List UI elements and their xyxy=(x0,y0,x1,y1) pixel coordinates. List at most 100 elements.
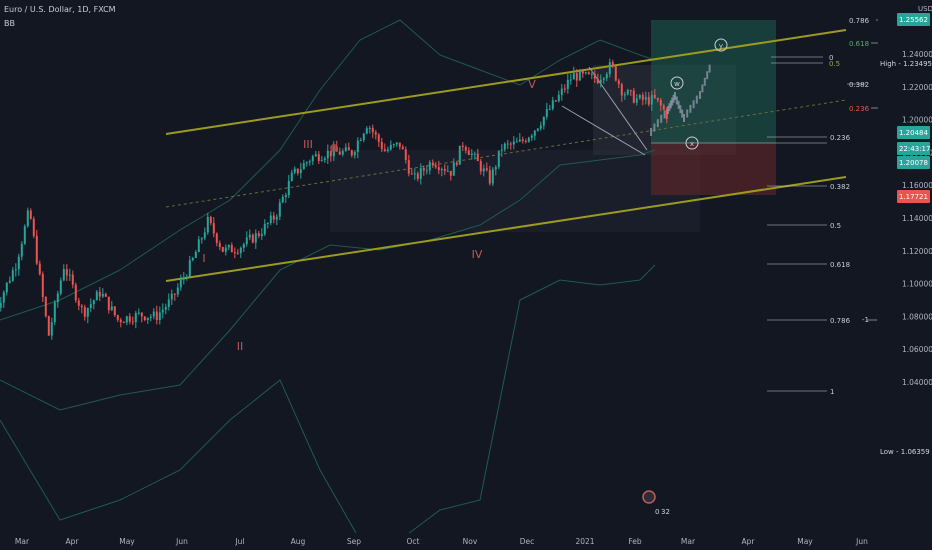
last-price-tag-bg xyxy=(897,126,930,139)
candle xyxy=(254,233,257,243)
candle xyxy=(305,162,308,164)
candle xyxy=(173,293,176,295)
price-tick: 1.14000 xyxy=(902,214,932,223)
price-channel xyxy=(165,29,847,282)
candle xyxy=(437,167,440,171)
projection-bar xyxy=(669,100,672,109)
candle xyxy=(464,146,467,151)
price-tick: 1.12000 xyxy=(902,247,932,256)
candle xyxy=(368,127,371,129)
candle xyxy=(503,143,506,150)
candle xyxy=(605,74,608,79)
candle xyxy=(476,153,479,162)
projection-bar xyxy=(650,128,652,136)
candle xyxy=(458,145,461,165)
candle xyxy=(479,161,482,172)
candle xyxy=(86,308,89,317)
wave-label: IV xyxy=(472,248,483,261)
candle xyxy=(596,78,599,84)
candle xyxy=(572,73,575,80)
candle xyxy=(104,293,107,297)
wave-label: I xyxy=(202,252,205,265)
candle xyxy=(284,195,287,197)
candle xyxy=(245,237,248,245)
projection-bar xyxy=(672,94,675,103)
stop-tag-bg xyxy=(897,190,930,203)
candle xyxy=(533,130,536,136)
candle xyxy=(206,216,209,233)
candle xyxy=(416,173,419,179)
projection-circle xyxy=(714,38,728,52)
candle xyxy=(374,132,377,135)
projection-bar xyxy=(683,114,685,122)
candle xyxy=(515,141,518,143)
candle xyxy=(233,252,236,254)
candle xyxy=(629,90,632,92)
candle xyxy=(323,158,326,161)
projection-bar xyxy=(695,95,698,104)
candle xyxy=(71,274,74,285)
candle xyxy=(161,309,164,313)
candle xyxy=(113,306,116,316)
channel-lower xyxy=(165,176,847,282)
time-tick: Jun xyxy=(855,537,868,546)
candle xyxy=(353,151,356,156)
candle xyxy=(512,141,515,145)
projection-bar xyxy=(679,105,682,114)
candle xyxy=(545,109,548,117)
fib-lower-label: 0.236 xyxy=(830,134,851,142)
time-tick: Sep xyxy=(347,537,361,546)
last-price-tag: 1.20484 xyxy=(899,129,928,137)
wave-label: II xyxy=(237,340,244,353)
candle xyxy=(68,274,71,276)
projection-bar xyxy=(701,84,704,93)
fib-extra-label: -1 xyxy=(862,316,869,324)
fib-upper-label: 0.5 xyxy=(829,60,840,68)
candle xyxy=(8,280,11,283)
candle xyxy=(11,270,14,281)
candle xyxy=(602,78,605,80)
candle xyxy=(584,72,587,74)
projection-circle xyxy=(685,136,699,150)
candle xyxy=(110,306,113,311)
projection-bar xyxy=(663,110,666,119)
projection-bar xyxy=(686,109,689,118)
candle xyxy=(590,73,593,75)
candle xyxy=(92,300,95,305)
candle xyxy=(119,319,122,323)
time-axis[interactable]: Mar Apr May Jun Jul Aug Sep Oct Nov Dec 2021 Feb Mar… xyxy=(0,533,932,550)
candle xyxy=(380,141,383,150)
time-tick: Jun xyxy=(175,537,188,546)
candle xyxy=(341,150,344,155)
candle xyxy=(155,311,158,320)
candles xyxy=(0,58,711,340)
consolidation-box xyxy=(330,150,700,232)
price-axis[interactable]: 1.240001.220001.200001.180001.160001.140… xyxy=(878,0,932,550)
projection-bar xyxy=(699,91,701,99)
candle xyxy=(587,72,590,74)
projection-label: x xyxy=(690,140,694,148)
candle xyxy=(248,234,251,238)
candle xyxy=(452,162,455,176)
indicator-label[interactable]: BB xyxy=(4,19,15,28)
candle xyxy=(530,135,533,138)
candle xyxy=(371,127,374,133)
candle xyxy=(638,95,641,99)
price-tick: 1.24000 xyxy=(902,50,932,59)
fib-upper-label: 0 xyxy=(829,54,833,62)
candle xyxy=(272,215,275,220)
candle xyxy=(167,299,170,307)
price-tick: 1.04000 xyxy=(902,378,932,387)
candle xyxy=(41,274,44,298)
candle xyxy=(32,218,35,236)
candle xyxy=(98,291,101,297)
candle xyxy=(101,293,104,297)
candle xyxy=(392,144,395,146)
prev-price-tag: 1.20078 xyxy=(899,159,928,167)
candle xyxy=(302,163,305,170)
candle xyxy=(356,140,359,152)
candle xyxy=(581,70,584,74)
candle xyxy=(260,234,263,236)
time-tick: Oct xyxy=(407,537,420,546)
